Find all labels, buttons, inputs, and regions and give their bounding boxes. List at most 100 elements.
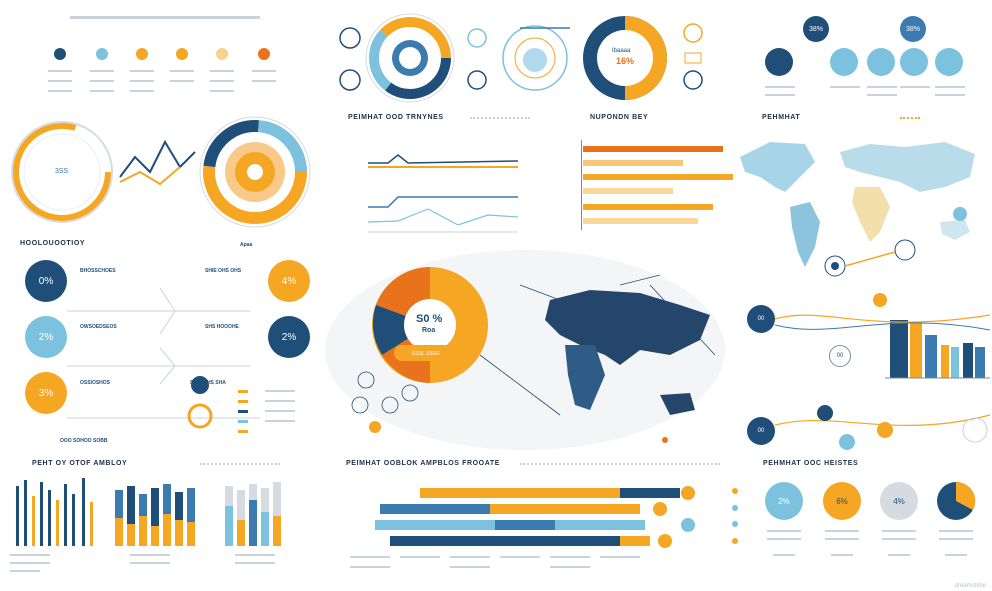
bottom-right-title: PEHMHAT OOC HEISTES [763,460,859,467]
bottom-left-dots [200,463,280,465]
center-line-svg [367,154,519,233]
center-donut-map-svg [325,250,725,450]
bottom-left-svg [10,478,281,572]
icon-dot-lightblue [96,48,108,60]
bottom-right-stats: PEHMHAT OOC HEISTES 2% 6% 4% [745,458,992,588]
right-mid-circle-2: 00 [747,417,775,445]
mid-left-process: HOOLOUOOTIOY Apaa 0% 2% 3% 4% 2% BHOSSCH… [0,238,320,448]
stat-circle-right-2: 2% [268,316,310,358]
icon-dot-orange [136,48,148,60]
stat-text-1 [765,86,795,88]
mid-left-connectors [67,287,295,433]
bottom-stat-circle-3: 4% [880,482,918,520]
left-row-1-label: BHOSSCHOES [80,268,116,274]
world-map-dots [900,117,920,119]
bottom-center-title: PEIMHAT OOBLOK AMPBLOS FROOATE [346,460,500,467]
center-donut-sub: Roa [422,327,436,334]
right-row-1-label: SHIE OHS OHS [205,268,242,274]
text-line-15 [130,90,154,92]
stat-circle-1: 38% [803,16,829,42]
top-donut-label: 16% [616,56,635,66]
right-mid-bars: 00 00 00 [745,285,992,455]
top-donut-label-sub: Ibaaaa [612,48,631,54]
center-line-chart-dots [470,117,530,119]
left-ring-svg [11,116,311,228]
center-donut-map: S0 % Roa SSSL SSSG [320,245,730,460]
world-map-title: PEHMHAT [762,114,801,121]
icon-dot-pale [216,48,228,60]
center-hbar-title: NUPONDN BEY [590,114,649,121]
stat-text-5 [935,86,965,88]
left-row-2-label: OWSOEDSEOS [80,324,117,330]
bottom-stat-circle-1: 2% [765,482,803,520]
mid-left-title: HOOLOUOOTIOY [20,240,86,247]
stat-icon-5 [935,48,963,76]
stat-text-7 [867,94,897,96]
center-line-chart: PEIMHAT OOD TRNYNES [338,112,538,237]
right-mid-svg [774,293,991,450]
text-line-10 [170,80,194,82]
stat-icon-3 [867,48,895,76]
stat-circle-2: 38% [900,16,926,42]
hbar-1 [583,146,723,152]
stat-circle-left-2: 2% [25,316,67,358]
center-donut-main: S0 % [416,313,443,325]
bottom-center-dots [520,463,720,465]
left-ring-label: 3SS [55,168,69,175]
stat-icon-4 [900,48,928,76]
mid-left-sub: Apaa [240,242,253,248]
top-center-svg [339,13,703,103]
world-map-panel: PEHMHAT [730,112,992,282]
bottom-right-svg [767,481,976,556]
hbar-axis [581,140,582,230]
text-line-5 [210,70,234,72]
top-center-diagrams: Ibaaaa 16% [330,8,720,108]
stat-circle-right-4: 4% [268,260,310,302]
hbar-3 [583,174,733,180]
text-line-4 [170,70,194,72]
stat-icon-2 [830,48,858,76]
text-line-11 [210,80,234,82]
bottom-row-label: OOO SOHOO SOBB [60,438,108,444]
stat-circle-left-0: 0% [25,260,67,302]
bottom-center-bars: PEIMHAT OOBLOK AMPBLOS FROOATE [320,458,740,588]
hbar-6 [583,218,698,224]
text-line-6 [252,70,276,72]
left-ring-panel: 3SS [0,112,330,232]
text-line-13 [48,90,72,92]
stat-text-2 [830,86,860,88]
icon-dot-navy [54,48,66,60]
bottom-center-svg [350,486,738,568]
text-line-16 [210,90,234,92]
text-line-12 [252,80,276,82]
text-line-7 [48,80,72,82]
stat-text-6 [765,94,795,96]
hbar-5 [583,204,713,210]
text-line-9 [130,80,154,82]
top-left-icon-row [40,10,290,105]
top-left-header-text [70,16,260,19]
center-line-chart-title: PEIMHAT OOD TRNYNES [348,114,444,121]
top-right-stats: 38% 38% [755,10,985,105]
stat-text-8 [935,94,965,96]
stat-icon-1 [765,48,793,76]
bottom-left-title: PEHT OY OTOF AMBLOY [32,460,128,467]
text-line-8 [90,80,114,82]
icon-dot-darkorange [258,48,270,60]
text-line-3 [130,70,154,72]
left-row-3-label: OSSIOSHOS [80,380,111,386]
text-line-1 [48,70,72,72]
bottom-left-bars: PEHT OY OTOF AMBLOY [0,458,310,588]
hbar-4 [583,188,673,194]
text-line-14 [90,90,114,92]
right-row-2-label: SHS HOOOHE [205,324,239,330]
right-mid-circle-1: 00 [747,305,775,333]
world-map-svg [740,142,975,277]
bottom-stat-circle-2: 6% [823,482,861,520]
stat-circle-left-3: 3% [25,372,67,414]
stat-text-3 [867,86,897,88]
text-line-2 [90,70,114,72]
right-mid-circle-3: 00 [829,345,851,367]
stat-text-4 [900,86,930,88]
hbar-2 [583,160,683,166]
